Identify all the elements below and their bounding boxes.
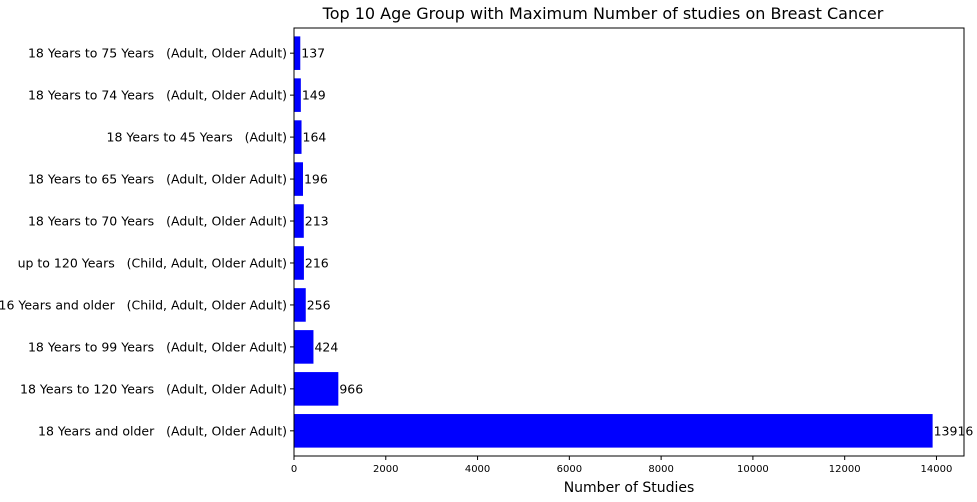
value-label-4: 216 — [305, 255, 329, 270]
category-labels-group: 18 Years and older (Adult, Older Adult) 1… — [0, 46, 294, 438]
bar-0 — [294, 414, 933, 448]
bar-7 — [294, 120, 302, 154]
category-label-2: 18 Years to 99 Years (Adult, Older Adult… — [28, 339, 287, 354]
x-tick-label-6: 12000 — [829, 464, 861, 475]
category-label-6: 18 Years to 65 Years (Adult, Older Adult… — [28, 172, 287, 187]
x-tick-label-1: 2000 — [373, 464, 398, 475]
value-label-5: 213 — [305, 214, 329, 229]
plot-frame — [293, 27, 965, 457]
bar-8 — [294, 78, 301, 112]
category-label-1: 18 Years to 120 Years (Adult, Older Adul… — [20, 381, 287, 396]
category-label-8: 18 Years to 74 Years (Adult, Older Adult… — [28, 88, 287, 103]
category-label-7: 18 Years to 45 Years (Adult) — [107, 130, 287, 145]
bar-3 — [294, 288, 306, 322]
category-label-4: up to 120 Years (Child, Adult, Older Adu… — [18, 255, 287, 270]
value-labels-group: 13916 966 424 256 216 213 196 164 149 137 — [301, 46, 973, 439]
x-tick-label-2: 4000 — [465, 464, 490, 475]
bar-1 — [294, 372, 339, 406]
bar-6 — [294, 162, 303, 196]
value-label-3: 256 — [307, 297, 331, 312]
category-label-0: 18 Years and older (Adult, Older Adult) — [38, 423, 287, 438]
x-tick-label-0: 0 — [291, 464, 297, 475]
value-label-7: 164 — [303, 130, 327, 145]
value-label-0: 13916 — [934, 423, 974, 438]
bar-9 — [294, 36, 301, 70]
chart-title: Top 10 Age Group with Maximum Number of … — [322, 4, 884, 23]
x-tick-label-5: 10000 — [737, 464, 769, 475]
x-tick-label-4: 8000 — [648, 464, 673, 475]
bar-2 — [294, 330, 314, 364]
x-tick-label-3: 6000 — [557, 464, 582, 475]
bar-4 — [294, 246, 304, 280]
category-label-9: 18 Years to 75 Years (Adult, Older Adult… — [28, 46, 287, 61]
value-label-1: 966 — [339, 381, 363, 396]
category-label-3: 16 Years and older (Child, Adult, Older … — [0, 297, 287, 312]
x-axis-label: Number of Studies — [564, 480, 695, 496]
bar-5 — [294, 204, 304, 238]
category-label-5: 18 Years to 70 Years (Adult, Older Adult… — [28, 214, 287, 229]
value-label-2: 424 — [314, 339, 338, 354]
value-label-6: 196 — [304, 172, 328, 187]
bars-group — [294, 36, 933, 448]
x-tick-label-7: 14000 — [921, 464, 953, 475]
value-label-9: 137 — [301, 46, 325, 61]
x-axis-ticks-group: 0 2000 4000 6000 8000 10000 12000 14000 — [291, 456, 953, 475]
value-label-8: 149 — [302, 88, 326, 103]
